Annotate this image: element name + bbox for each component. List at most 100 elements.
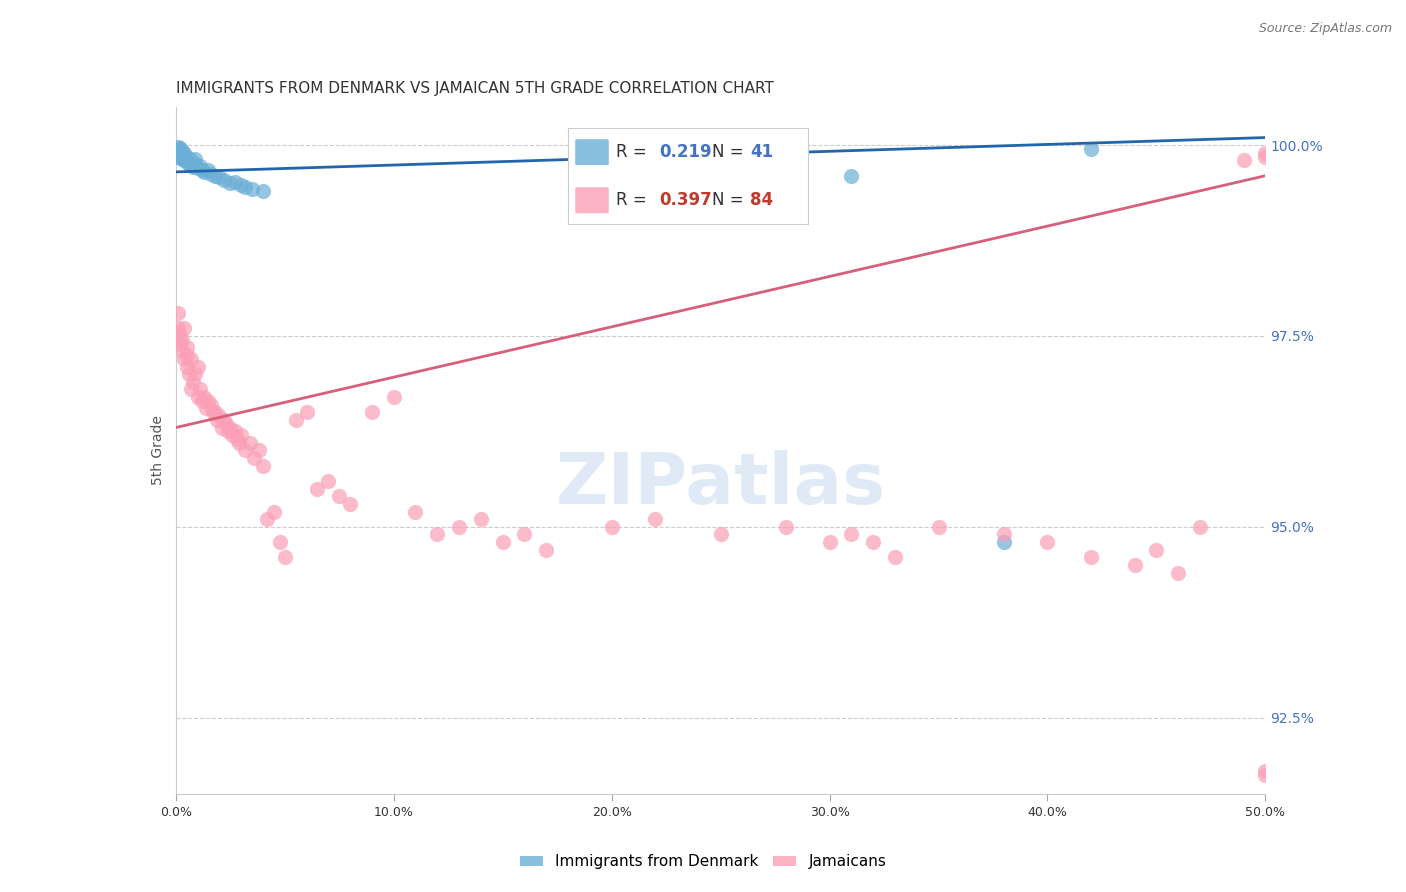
Point bbox=[600, 520, 623, 534]
Point bbox=[167, 325, 190, 339]
Point bbox=[167, 142, 190, 156]
Point bbox=[1080, 142, 1102, 156]
Point bbox=[862, 535, 884, 549]
Point bbox=[492, 535, 515, 549]
Point bbox=[841, 169, 863, 183]
Point bbox=[231, 428, 253, 442]
Point bbox=[177, 157, 200, 171]
Text: N =: N = bbox=[711, 143, 749, 161]
Point bbox=[191, 162, 214, 177]
Point bbox=[177, 367, 200, 381]
Point bbox=[172, 148, 194, 162]
Point bbox=[252, 184, 274, 198]
Point bbox=[167, 145, 190, 160]
Point bbox=[201, 405, 224, 419]
Point bbox=[710, 527, 733, 541]
Point bbox=[167, 306, 190, 320]
Point bbox=[993, 535, 1015, 549]
Point bbox=[426, 527, 449, 541]
Point bbox=[217, 425, 239, 439]
Point bbox=[224, 425, 246, 439]
Point bbox=[841, 527, 863, 541]
Point bbox=[173, 145, 195, 160]
Point bbox=[382, 390, 405, 404]
Point bbox=[211, 420, 233, 434]
Point bbox=[284, 413, 307, 427]
Point bbox=[224, 175, 246, 189]
Point bbox=[818, 535, 841, 549]
Point bbox=[193, 165, 215, 179]
Point bbox=[256, 512, 278, 526]
Point bbox=[172, 344, 194, 359]
Text: R =: R = bbox=[616, 191, 652, 209]
Point bbox=[247, 443, 270, 458]
Point bbox=[184, 152, 207, 166]
Point bbox=[169, 141, 191, 155]
Point bbox=[184, 157, 207, 171]
Point bbox=[240, 182, 263, 196]
Point bbox=[172, 145, 194, 159]
Point bbox=[180, 351, 202, 366]
Point bbox=[167, 139, 190, 153]
Point bbox=[204, 169, 226, 183]
Point bbox=[193, 390, 215, 404]
Point bbox=[176, 341, 198, 355]
Point bbox=[1036, 535, 1059, 549]
Text: 84: 84 bbox=[751, 191, 773, 209]
Point bbox=[239, 435, 262, 450]
Point bbox=[181, 375, 204, 389]
Point bbox=[219, 420, 242, 434]
Point bbox=[928, 520, 950, 534]
Point bbox=[534, 542, 557, 557]
FancyBboxPatch shape bbox=[575, 187, 609, 213]
Point bbox=[186, 390, 209, 404]
Point bbox=[167, 145, 190, 159]
Point bbox=[405, 504, 427, 518]
Point bbox=[172, 333, 194, 347]
Point bbox=[212, 172, 235, 186]
Point bbox=[219, 177, 242, 191]
Point bbox=[360, 405, 382, 419]
Point bbox=[180, 383, 202, 397]
Point bbox=[307, 482, 329, 496]
Point bbox=[186, 359, 209, 374]
Point bbox=[252, 458, 274, 473]
Point bbox=[339, 497, 361, 511]
Point bbox=[1254, 150, 1277, 164]
Point bbox=[243, 451, 266, 466]
Text: Source: ZipAtlas.com: Source: ZipAtlas.com bbox=[1258, 22, 1392, 36]
Point bbox=[228, 435, 250, 450]
Point bbox=[169, 150, 191, 164]
Point bbox=[176, 359, 198, 374]
Point bbox=[235, 443, 257, 458]
Point bbox=[1254, 768, 1277, 782]
Point bbox=[884, 550, 907, 565]
Point bbox=[470, 512, 492, 526]
Point bbox=[204, 405, 226, 419]
Text: 41: 41 bbox=[751, 143, 773, 161]
Point bbox=[447, 520, 470, 534]
Text: IMMIGRANTS FROM DENMARK VS JAMAICAN 5TH GRADE CORRELATION CHART: IMMIGRANTS FROM DENMARK VS JAMAICAN 5TH … bbox=[176, 81, 773, 96]
Point bbox=[1123, 558, 1146, 572]
Point bbox=[328, 489, 350, 503]
Point bbox=[215, 417, 238, 431]
Text: 0.219: 0.219 bbox=[659, 143, 711, 161]
Point bbox=[1144, 542, 1167, 557]
Point bbox=[188, 383, 211, 397]
Point bbox=[197, 162, 219, 177]
Text: 0.397: 0.397 bbox=[659, 191, 711, 209]
Point bbox=[169, 336, 191, 351]
Point bbox=[775, 520, 797, 534]
Point bbox=[208, 409, 231, 424]
Point bbox=[200, 398, 222, 412]
Point bbox=[225, 432, 247, 446]
Point bbox=[169, 145, 191, 160]
Point bbox=[169, 144, 191, 158]
Legend: Immigrants from Denmark, Jamaicans: Immigrants from Denmark, Jamaicans bbox=[513, 848, 893, 875]
Point bbox=[1254, 764, 1277, 778]
Point bbox=[205, 413, 228, 427]
Text: R =: R = bbox=[616, 143, 652, 161]
Point bbox=[172, 152, 194, 166]
Point bbox=[195, 401, 218, 416]
Point bbox=[173, 150, 195, 164]
